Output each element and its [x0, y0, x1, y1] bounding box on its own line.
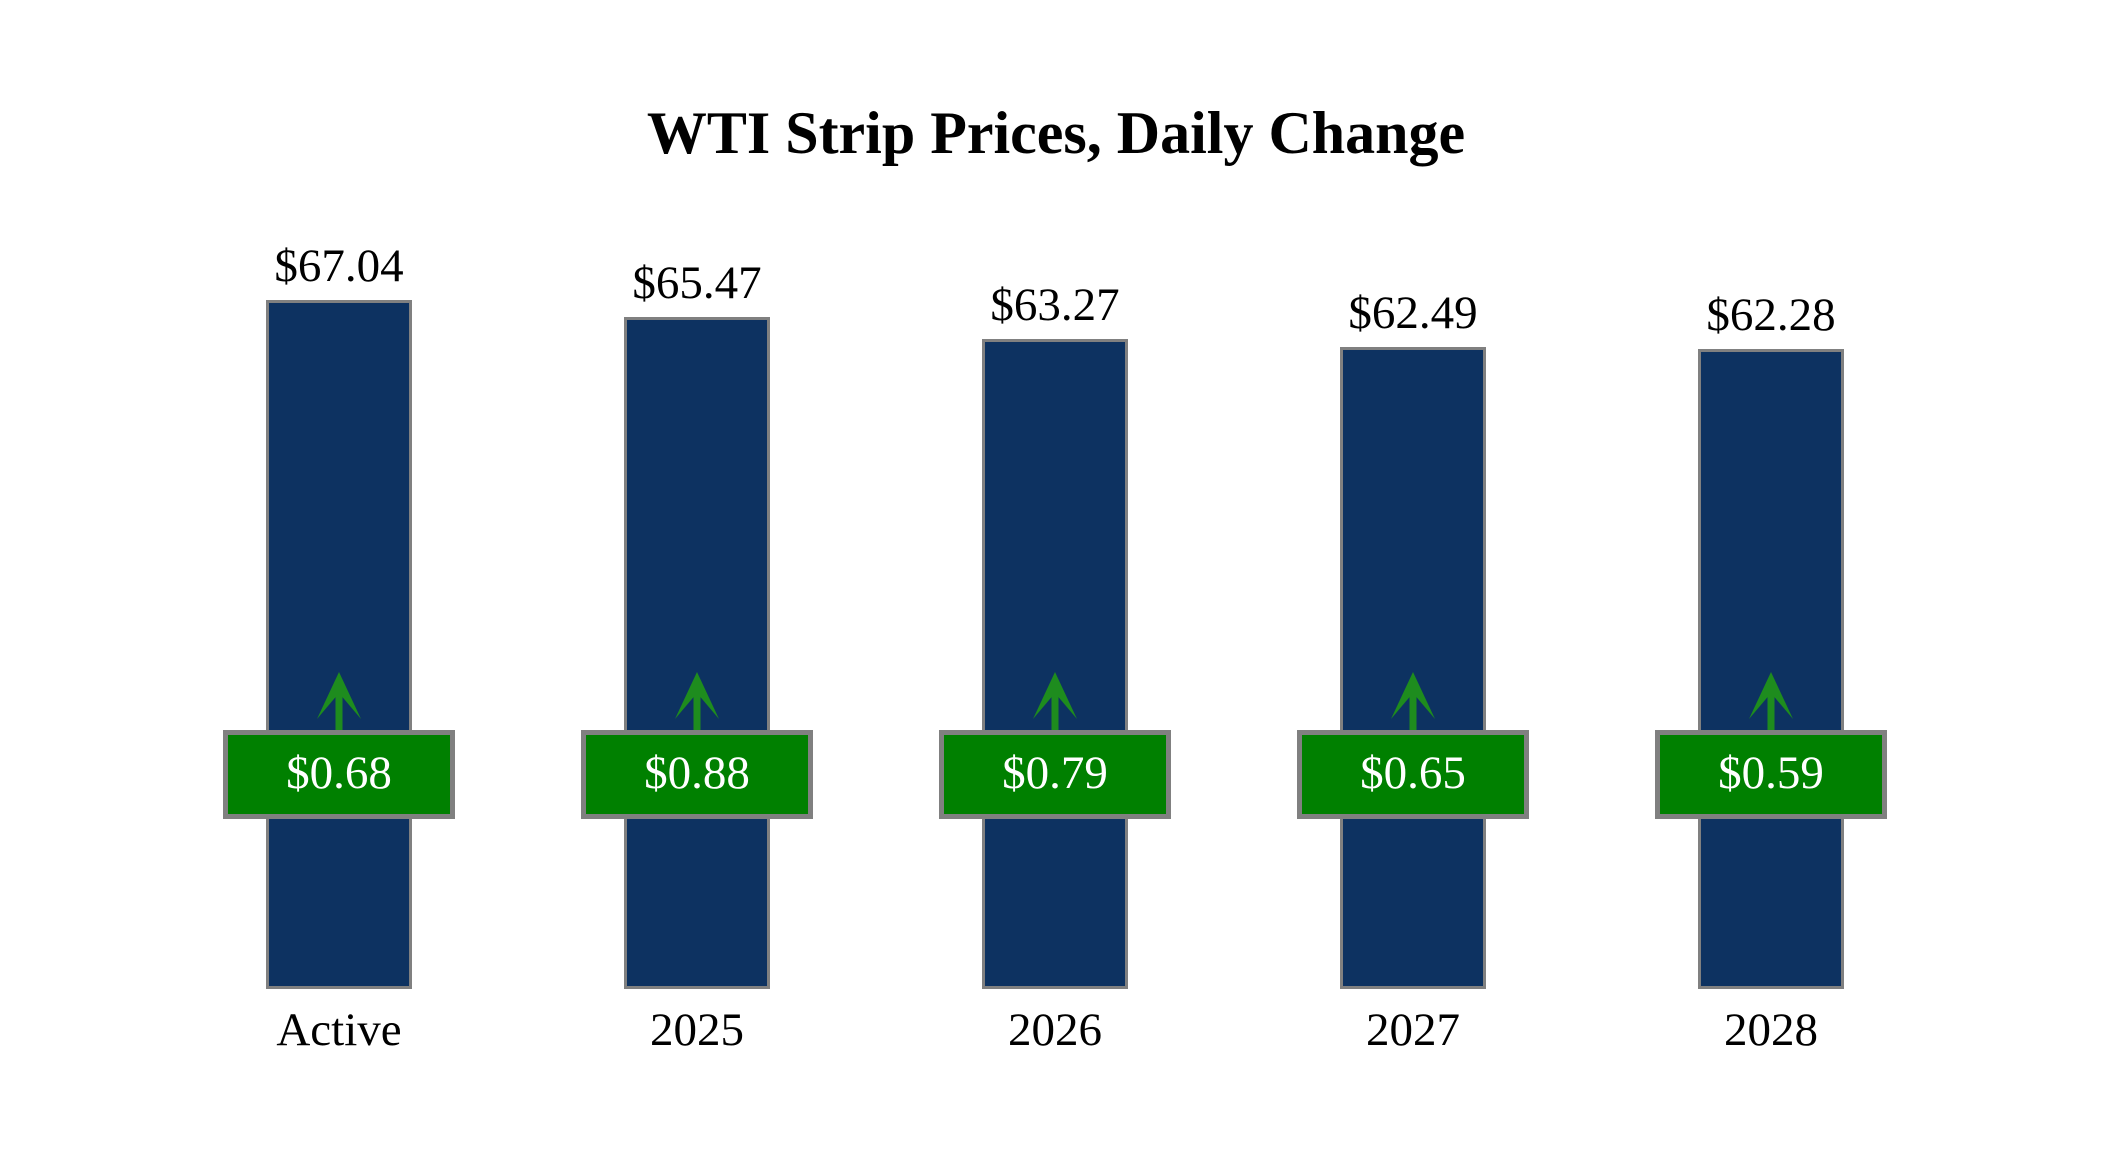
daily-change-badge: $0.59 — [1655, 730, 1887, 819]
category-label: 2027 — [1366, 1004, 1460, 1056]
price-label: $62.28 — [1706, 289, 1836, 341]
up-arrow-icon — [1028, 672, 1082, 731]
daily-change-badge: $0.65 — [1297, 730, 1529, 819]
price-label: $62.49 — [1348, 287, 1478, 339]
chart-title: WTI Strip Prices, Daily Change — [646, 100, 1466, 166]
up-arrow-icon — [670, 672, 724, 731]
price-label: $65.47 — [632, 257, 762, 309]
bar — [982, 339, 1128, 989]
bar — [1698, 349, 1844, 989]
category-label: 2028 — [1724, 1004, 1818, 1056]
price-label: $63.27 — [990, 279, 1120, 331]
category-label: 2026 — [1008, 1004, 1102, 1056]
up-arrow-icon — [312, 672, 366, 731]
bar — [624, 317, 770, 989]
daily-change-badge: $0.79 — [939, 730, 1171, 819]
category-label: Active — [276, 1004, 402, 1056]
category-label: 2025 — [650, 1004, 744, 1056]
daily-change-badge: $0.68 — [223, 730, 455, 819]
daily-change-badge: $0.88 — [581, 730, 813, 819]
price-label: $67.04 — [274, 240, 404, 292]
up-arrow-icon — [1386, 672, 1440, 731]
up-arrow-icon — [1744, 672, 1798, 731]
bar — [266, 300, 412, 989]
bar — [1340, 347, 1486, 989]
